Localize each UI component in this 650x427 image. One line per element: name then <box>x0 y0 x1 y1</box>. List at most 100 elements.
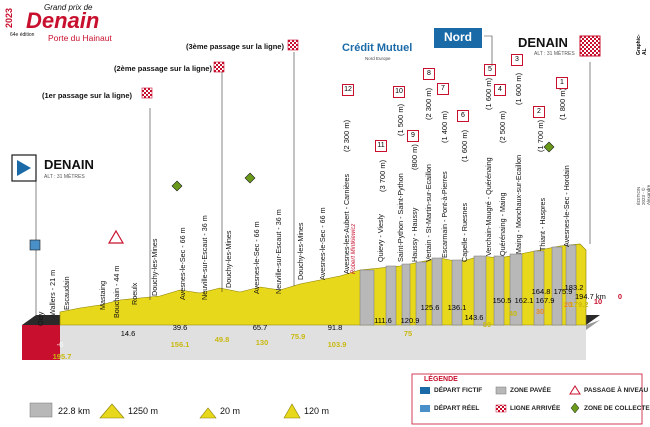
route-label: Vertain - St-Martin-sur-Ecaillon <box>424 164 433 262</box>
sponsor-nord-text: Nord <box>444 30 472 44</box>
sector-number: 11 <box>377 142 385 149</box>
route-label: Avesnes-le-Sec - Hordain <box>562 165 571 247</box>
route-label: Avesnes-le-Sec - 66 m <box>178 227 187 300</box>
reference-lines <box>35 52 591 315</box>
sector-length: (1 600 m) <box>460 129 469 162</box>
sponsor-nord: Nord <box>434 28 482 48</box>
passage-1: (1er passage sur la ligne) <box>42 91 133 100</box>
stats-climb-icon <box>99 403 125 419</box>
logo-grand-prix: Grand prix de <box>44 3 93 12</box>
km-bottom-final: 30 <box>535 307 545 316</box>
km-top: 143.6 <box>464 313 484 322</box>
sector-number-box: 9 <box>407 130 419 142</box>
sector-number-box: 4 <box>494 84 506 96</box>
logo-brand: Denain <box>26 8 100 33</box>
legend-item: PASSAGE À NIVEAU <box>584 387 649 394</box>
sponsor-credit-mutuel-sub: Nord Europe <box>365 56 391 61</box>
route-label: Douchy-les-Mines <box>224 230 233 288</box>
legend-item: ZONE DE COLLECTE <box>584 405 650 412</box>
legend-icon-finish <box>495 404 507 413</box>
sector-number-box: 5 <box>484 64 496 76</box>
legend-title: LÉGENDE <box>424 376 458 383</box>
km-top: 111.6 <box>374 316 392 325</box>
route-label: Haussy - Haussy <box>410 207 419 262</box>
km-top: 136.1 <box>447 303 467 312</box>
km-bottom: 75 <box>403 329 413 338</box>
km-bottom: 75.9 <box>290 332 306 341</box>
km-top: 125.6 <box>420 303 440 312</box>
logo-edition: 64e édition <box>10 32 35 38</box>
sector-length: (2 300 m) <box>342 119 351 152</box>
route-label: Avesnes-le-Sec - 66 m <box>252 221 261 294</box>
km-top: 164.8 <box>531 287 551 296</box>
sector-number: 6 <box>461 112 465 119</box>
graphic-credit: Graphic-AL <box>636 34 648 55</box>
route-label: Neuville-sur-Escaut - 36 m <box>274 209 283 294</box>
km-top: 162.1 <box>514 296 534 305</box>
km-top: 167.9 <box>535 296 555 305</box>
route-label: Avesnes-le-Sec - 66 m <box>318 207 327 280</box>
km-top: 14.6 <box>120 329 136 338</box>
logo: 2023 Grand prix de Denain 64e édition Po… <box>4 2 144 50</box>
route-label: Bouchain - 44 m <box>112 265 121 318</box>
sector-number: 7 <box>441 85 445 92</box>
legend-icon-rail <box>569 385 581 395</box>
km-bottom: 130 <box>255 338 269 347</box>
sector-number: 3 <box>515 56 519 63</box>
sector-number-box: 3 <box>511 54 523 66</box>
legend-item: LIGNE ARRIVÉE <box>510 405 561 412</box>
sector-length: (800 m) <box>410 144 419 170</box>
legend-icon-collecte <box>570 402 580 414</box>
km-top: 39.6 <box>172 323 188 332</box>
finish-city: DENAIN <box>518 35 568 50</box>
km-top: 183.2 <box>564 283 584 292</box>
km-top: 91.8 <box>327 323 343 332</box>
sector-number-box: 7 <box>437 83 449 95</box>
sector-length: (1 700 m) <box>536 119 545 152</box>
km-top: 194.7 km <box>575 292 606 301</box>
legend-item: DÉPART FICTIF <box>434 387 483 394</box>
finish-flag-2 <box>213 61 225 73</box>
km-top: -6 <box>56 340 64 349</box>
route-label: Neuville-sur-Escaut - 36 m <box>200 215 209 300</box>
passage-3: (3ème passage sur la ligne) <box>186 42 284 51</box>
start-alt: ALT : 31 MÈTRES <box>44 174 85 180</box>
sector-number: 4 <box>498 86 502 93</box>
sector-number-box: 1 <box>556 77 568 89</box>
km-bottom-final: 20 <box>563 300 573 309</box>
stats-cobbles: 22.8 km <box>58 406 91 416</box>
stats-max: 120 m <box>304 406 330 416</box>
legend-box <box>411 373 643 425</box>
copyright: ÉDITION 2023 - © Alexandre LEVASSORT <box>636 184 650 205</box>
route-label-sub: Robert Mintkiewicz <box>351 223 357 274</box>
sector-length: (1 600 m) <box>484 77 493 110</box>
route-label: Capelle - Ruesnes <box>460 202 469 262</box>
sector-number-box: 8 <box>423 68 435 80</box>
route-label: Mastaing <box>98 280 107 310</box>
cobble-zones <box>359 244 577 326</box>
km-bottom: 156.1 <box>170 340 190 349</box>
finish-alt: ALT : 31 MÈTRES <box>534 51 575 57</box>
sector-number: 9 <box>411 132 415 139</box>
sector-length: (1 500 m) <box>396 103 405 136</box>
km-top: 150.5 <box>492 296 512 305</box>
km-bottom: 49.8 <box>214 335 230 344</box>
finish-flag-final <box>579 35 601 57</box>
legend-icon-cobbles <box>495 386 507 395</box>
sector-number: 12 <box>344 86 352 93</box>
logo-year: 2023 <box>4 7 14 28</box>
km-top: 65.7 <box>252 323 268 332</box>
km-bottom: 50 <box>482 320 492 329</box>
route-label: Thiant - Haspres <box>538 197 547 251</box>
route-label: Roeulx <box>130 282 139 305</box>
km-bottom: 179.2 <box>569 300 589 309</box>
route-label: Wallers - 21 m <box>48 269 57 316</box>
sponsor-credit-mutuel: Crédit Mutuel <box>342 42 413 54</box>
route-label: Avesnes-les-Aubert - Carnières <box>342 173 351 274</box>
sector-length: (2 500 m) <box>498 110 507 143</box>
profile-base-plate-red <box>22 325 60 360</box>
sector-length: (2 300 m) <box>424 87 433 120</box>
collection-zone-markers <box>171 141 555 192</box>
sector-length: (1 400 m) <box>440 110 449 143</box>
